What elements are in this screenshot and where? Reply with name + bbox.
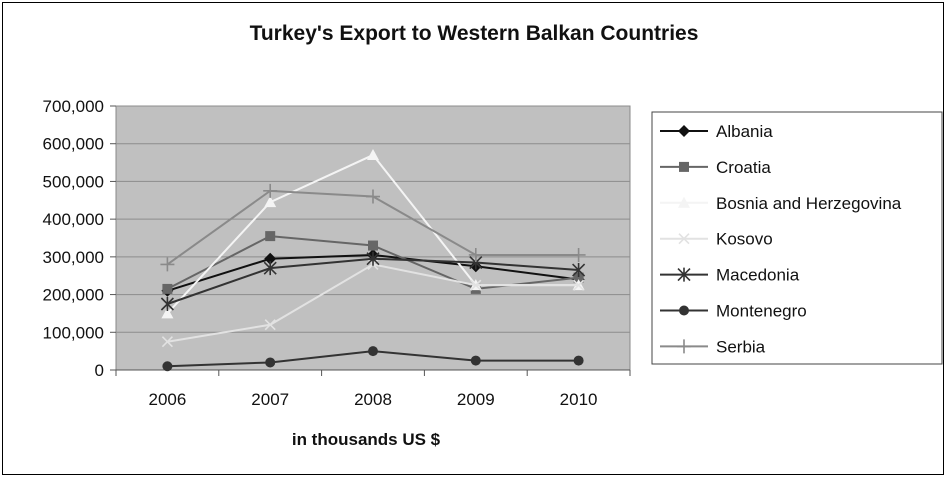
x-tick-label: 2007 bbox=[251, 390, 289, 409]
legend-label-bosnia-and-herzegovina: Bosnia and Herzegovina bbox=[716, 194, 902, 213]
data-point-albania bbox=[264, 252, 277, 265]
x-tick-label: 2010 bbox=[560, 390, 598, 409]
x-tick-label: 2009 bbox=[457, 390, 495, 409]
data-point-serbia bbox=[571, 247, 586, 262]
data-point-serbia bbox=[160, 257, 175, 272]
data-point-montenegro bbox=[368, 346, 378, 357]
data-point-montenegro bbox=[470, 355, 481, 366]
data-point-serbia bbox=[263, 183, 278, 198]
x-tick-label: 2006 bbox=[148, 390, 186, 409]
data-point-bosnia-and-herzegovina bbox=[264, 196, 277, 208]
legend-marker-albania bbox=[678, 125, 690, 137]
y-tick-label: 0 bbox=[95, 361, 104, 380]
data-point-serbia bbox=[366, 189, 380, 204]
legend-label-croatia: Croatia bbox=[716, 158, 771, 177]
data-point-kosovo bbox=[573, 279, 585, 291]
legend-marker-croatia bbox=[679, 161, 689, 172]
data-point-croatia bbox=[265, 231, 276, 242]
data-point-macedonia bbox=[160, 297, 174, 311]
legend-marker-serbia bbox=[677, 339, 691, 354]
data-point-kosovo bbox=[470, 279, 482, 291]
data-point-croatia bbox=[368, 240, 378, 251]
legend-label-albania: Albania bbox=[716, 122, 773, 141]
data-point-bosnia-and-herzegovina bbox=[161, 307, 174, 319]
x-axis-label: in thousands US $ bbox=[291, 430, 441, 449]
y-tick-label: 500,000 bbox=[43, 172, 104, 191]
data-point-montenegro bbox=[265, 357, 276, 368]
y-tick-label: 400,000 bbox=[43, 210, 104, 229]
legend-marker-bosnia-and-herzegovina bbox=[678, 196, 690, 208]
data-point-kosovo bbox=[161, 336, 173, 348]
legend-label-montenegro: Montenegro bbox=[716, 302, 807, 321]
legend-label-macedonia: Macedonia bbox=[716, 266, 800, 285]
legend-label-kosovo: Kosovo bbox=[716, 230, 773, 249]
data-point-serbia bbox=[468, 247, 483, 262]
legend-marker-kosovo bbox=[678, 233, 690, 245]
data-point-bosnia-and-herzegovina bbox=[367, 149, 379, 161]
x-tick-label: 2008 bbox=[354, 390, 392, 409]
data-point-montenegro bbox=[162, 361, 173, 372]
legend-marker-macedonia bbox=[677, 267, 691, 282]
legend-marker-montenegro bbox=[679, 305, 689, 316]
data-point-croatia bbox=[162, 283, 173, 294]
data-point-macedonia bbox=[366, 251, 380, 266]
y-tick-label: 700,000 bbox=[43, 97, 104, 116]
data-point-macedonia bbox=[572, 263, 586, 278]
y-tick-label: 100,000 bbox=[43, 323, 104, 342]
y-tick-label: 300,000 bbox=[43, 248, 104, 267]
data-point-croatia bbox=[573, 272, 584, 283]
plot-area bbox=[115, 105, 631, 371]
data-point-macedonia bbox=[263, 261, 277, 276]
data-point-kosovo bbox=[264, 319, 276, 331]
data-point-montenegro bbox=[573, 355, 584, 366]
y-tick-label: 600,000 bbox=[43, 135, 104, 154]
legend-label-serbia: Serbia bbox=[716, 337, 766, 356]
y-tick-label: 200,000 bbox=[43, 286, 104, 305]
chart-title: Turkey's Export to Western Balkan Countr… bbox=[249, 22, 699, 45]
